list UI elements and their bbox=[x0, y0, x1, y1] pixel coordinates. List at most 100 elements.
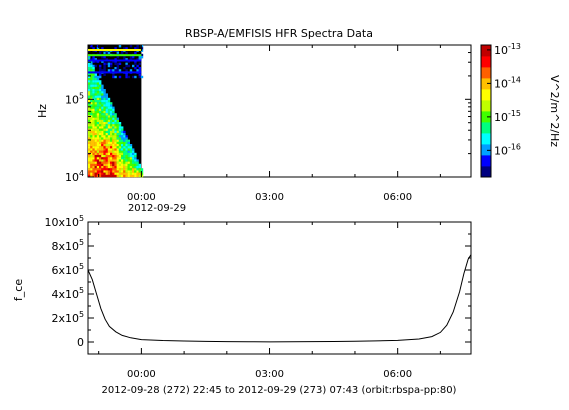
spectrogram-cell bbox=[132, 174, 135, 178]
spectrogram-cell bbox=[105, 139, 108, 142]
spectrogram-cell bbox=[88, 124, 91, 127]
spectrogram-cell bbox=[101, 91, 104, 94]
spectrogram-cell bbox=[107, 69, 111, 72]
spectrogram-cell bbox=[103, 93, 106, 96]
spectrogram-cell bbox=[101, 155, 104, 158]
spectrogram-cell bbox=[110, 126, 113, 129]
spectrogram-cell bbox=[118, 139, 122, 142]
spectrogram-cell bbox=[92, 130, 95, 134]
fce-series-line bbox=[87, 254, 472, 343]
spectrogram-cell bbox=[99, 168, 102, 171]
spectrogram-cell bbox=[112, 124, 115, 127]
spectrogram-cell bbox=[88, 139, 91, 142]
colorbar-band bbox=[481, 133, 491, 145]
spectrogram-cell bbox=[136, 172, 139, 175]
spectrogram-cell bbox=[132, 170, 135, 173]
spectrogram-cell bbox=[99, 152, 102, 156]
spectrogram-cell bbox=[116, 174, 119, 178]
spectrogram-cell bbox=[96, 82, 100, 85]
spectrogram-cell bbox=[96, 141, 100, 145]
spectrogram-cell bbox=[92, 124, 95, 127]
spectrogram-cell bbox=[96, 93, 100, 96]
spectrogram-cell bbox=[103, 174, 106, 178]
spectrogram-cell bbox=[92, 95, 95, 98]
spectrogram-cell bbox=[94, 126, 97, 129]
spectrogram-cell bbox=[114, 139, 117, 142]
spectrogram-cell bbox=[99, 95, 102, 98]
spectrogram-cell bbox=[88, 69, 91, 72]
spectrogram-cell bbox=[90, 117, 93, 120]
spectrogram-cell bbox=[88, 86, 91, 90]
colorbar-band bbox=[481, 166, 491, 178]
spectrogram-cell bbox=[94, 130, 97, 134]
spectrogram-cell bbox=[105, 111, 108, 114]
spectrogram-cell bbox=[114, 146, 117, 149]
spectrogram-cell bbox=[127, 148, 130, 151]
spectrogram-cell bbox=[90, 144, 93, 147]
spectrogram-cell bbox=[92, 75, 95, 79]
spectrogram-cell bbox=[114, 135, 117, 138]
spectrogram-cell bbox=[101, 135, 104, 138]
colorbar-band bbox=[481, 155, 491, 167]
spectrogram-cell bbox=[127, 146, 130, 149]
spectrogram-cell bbox=[103, 126, 106, 129]
spectrogram-cell bbox=[132, 150, 135, 153]
spectrogram-cell bbox=[107, 174, 111, 178]
spectrogram-cell bbox=[88, 155, 91, 158]
spectrogram-cell bbox=[110, 117, 113, 120]
spectrogram-line-0 bbox=[88, 49, 142, 51]
spectrogram-cell bbox=[107, 115, 111, 118]
spectrogram-ytick-label: 104 bbox=[65, 169, 84, 184]
spectrogram-cell bbox=[129, 58, 133, 61]
spectrogram-cell bbox=[121, 159, 124, 162]
spectrogram-cell bbox=[101, 56, 104, 59]
spectrogram-cell bbox=[125, 148, 128, 151]
spectrogram-cell bbox=[107, 117, 111, 120]
spectrogram-cell bbox=[116, 133, 119, 136]
spectrogram-cell bbox=[123, 150, 126, 153]
spectrogram-cell bbox=[121, 135, 124, 138]
spectrogram-cell bbox=[129, 174, 133, 178]
spectrogram-cell bbox=[129, 150, 133, 153]
spectrogram-cell bbox=[103, 113, 106, 116]
spectrogram-cell bbox=[88, 141, 91, 145]
spectrogram-cell bbox=[105, 150, 108, 153]
spectrogram-cell bbox=[121, 51, 124, 54]
spectrogram-cell bbox=[129, 152, 133, 156]
spectrogram-cell bbox=[92, 172, 95, 175]
spectrogram-cell bbox=[110, 64, 113, 68]
spectrogram-cell bbox=[114, 174, 117, 178]
spectrogram-cell bbox=[114, 168, 117, 171]
spectrogram-cell bbox=[99, 128, 102, 131]
spectrogram-cell bbox=[94, 104, 97, 107]
spectrogram-cell bbox=[110, 141, 113, 145]
spectrogram-cell bbox=[110, 124, 113, 127]
spectrogram-cell bbox=[129, 45, 133, 48]
spectrogram-cell bbox=[103, 62, 106, 65]
spectrogram-cell bbox=[132, 168, 135, 171]
spectrogram-cell bbox=[107, 163, 111, 167]
spectrogram-cell bbox=[96, 113, 100, 116]
colorbar: 10-13 10-14 10-15 10-16 V^2/m^2/Hz bbox=[480, 42, 561, 178]
spectrogram-cell bbox=[105, 104, 108, 107]
spectrogram-cell bbox=[101, 139, 104, 142]
spectrogram-cell bbox=[110, 62, 113, 65]
spectrogram-cell bbox=[92, 86, 95, 90]
colorbar-label: V^2/m^2/Hz bbox=[548, 75, 561, 147]
spectrogram-cell bbox=[103, 168, 106, 171]
spectrogram-cell bbox=[96, 111, 100, 114]
spectrogram-cell bbox=[121, 172, 124, 175]
spectrogram-cell bbox=[101, 117, 104, 120]
spectrogram-cell bbox=[88, 161, 91, 164]
spectrogram-cell bbox=[94, 157, 97, 160]
spectrogram-cell bbox=[134, 60, 137, 63]
spectrogram-cell bbox=[134, 51, 137, 54]
spectrogram-cell bbox=[101, 113, 104, 116]
spectrogram-cell bbox=[88, 58, 91, 61]
spectrogram-cell bbox=[90, 139, 93, 142]
spectrogram-cell bbox=[136, 161, 139, 164]
spectrogram-cell bbox=[114, 133, 117, 136]
spectrogram-cell bbox=[94, 82, 97, 85]
spectrogram-cell bbox=[90, 89, 93, 92]
spectrogram-cell bbox=[96, 60, 100, 63]
